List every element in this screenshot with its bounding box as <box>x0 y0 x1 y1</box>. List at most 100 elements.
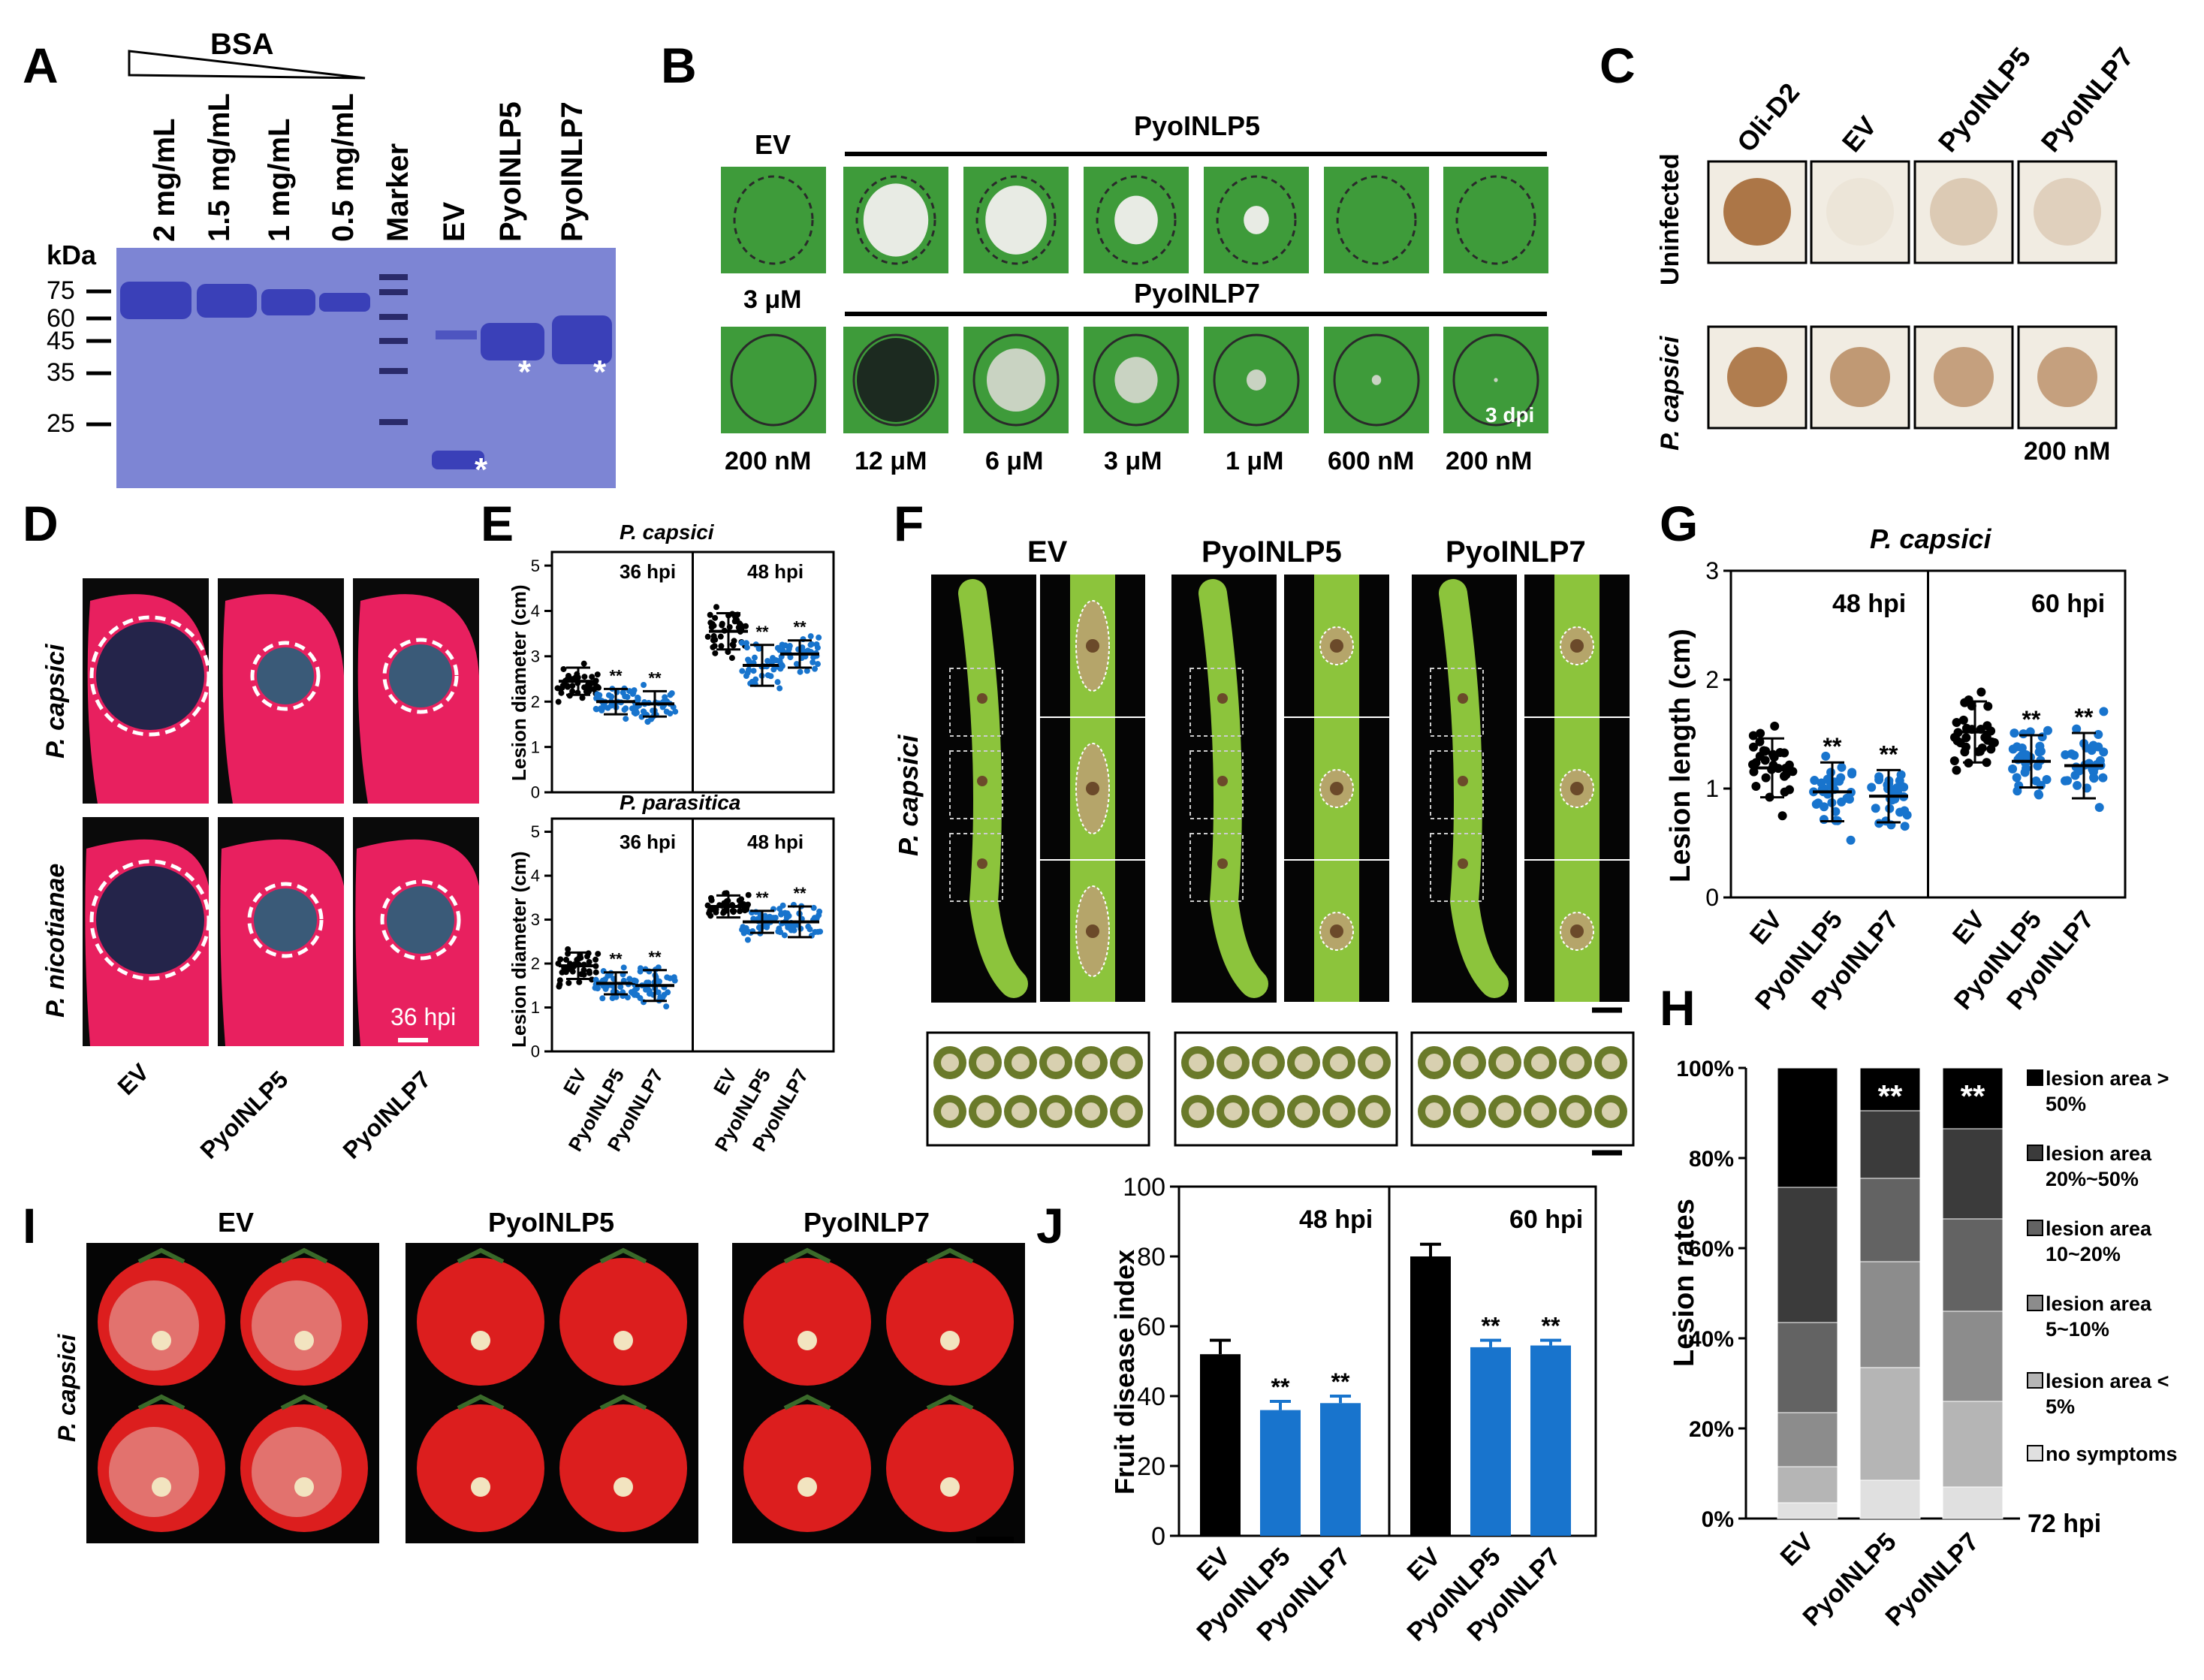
lesion-outline <box>247 882 324 958</box>
data-point <box>767 673 774 680</box>
data-point <box>2094 803 2104 813</box>
seed-cavity <box>976 1054 994 1072</box>
y-tick-label: 4 <box>531 867 540 885</box>
necrotic-area <box>1244 206 1269 234</box>
infiltration-outline <box>733 175 814 265</box>
inoculation-plug <box>614 1477 633 1497</box>
data-point <box>556 983 562 990</box>
data-point <box>605 692 612 698</box>
data-point <box>807 633 814 640</box>
inoculation-site <box>1330 782 1343 795</box>
y-tick-label: 60 <box>1137 1313 1165 1341</box>
legend-swatch <box>2027 1069 2043 1086</box>
zoom-box <box>1189 833 1244 902</box>
infiltration-outline <box>975 175 1057 265</box>
inoculation-plug <box>471 1331 490 1350</box>
data-point <box>1867 783 1877 792</box>
seed-cavity <box>1425 1054 1443 1072</box>
x-tick-label: EV <box>1744 905 1788 949</box>
inoculation-site <box>1086 782 1099 795</box>
data-point <box>1900 822 1910 831</box>
data-point <box>815 928 822 935</box>
data-point <box>592 956 599 963</box>
significance-mark: ** <box>1880 740 1898 768</box>
e-top-title: P. capsici <box>620 520 715 544</box>
data-point <box>594 671 601 678</box>
y-tick-label: 100% <box>1676 1057 1734 1081</box>
zoom-box <box>949 833 1003 902</box>
col-label: PyoINLP5 <box>194 1066 293 1164</box>
col-label: PyoINLP7 <box>804 1207 930 1238</box>
inoculation-site <box>1570 924 1584 938</box>
data-point <box>580 971 587 978</box>
time-label: 60 hpi <box>1509 1205 1583 1234</box>
seed-cavity <box>1566 1054 1584 1072</box>
data-point <box>704 633 711 640</box>
data-point <box>779 647 786 653</box>
inoculation-site <box>977 858 987 869</box>
star-mark: * <box>593 354 607 391</box>
stain-spot <box>1826 178 1894 246</box>
seed-cavity <box>1117 1102 1135 1121</box>
stacked-bar-segment <box>1859 1261 1921 1368</box>
data-point <box>2012 773 2022 783</box>
lesion <box>389 644 452 707</box>
lesion <box>387 886 454 954</box>
data-point <box>2098 773 2108 783</box>
data-point <box>564 683 571 689</box>
y-tick-label: 60% <box>1689 1237 1734 1262</box>
infiltration-outline <box>730 333 817 427</box>
bsa-label: BSA <box>210 28 273 61</box>
data-point <box>1949 756 1959 766</box>
stain-spot <box>2034 178 2101 246</box>
data-point <box>2075 766 2085 776</box>
data-point <box>602 985 609 992</box>
data-point <box>586 968 592 975</box>
panel-label-d: D <box>23 496 59 551</box>
time-label: 48 hpi <box>1832 590 1906 618</box>
data-point <box>2010 728 2019 738</box>
data-point <box>2014 781 2024 791</box>
seed-cavity <box>1259 1054 1277 1072</box>
row-label-pcapsici: P. capsici <box>893 734 924 856</box>
inoculation-site <box>977 776 987 786</box>
y-tick-label: 40% <box>1689 1327 1734 1352</box>
significance-mark: ** <box>648 668 662 687</box>
data-point <box>710 644 716 650</box>
data-point <box>743 644 750 651</box>
data-point <box>717 633 724 640</box>
data-point <box>712 650 719 656</box>
necrotic-area <box>1494 378 1498 382</box>
time-label: 48 hpi <box>1299 1205 1373 1234</box>
col-label: PyoINLP7 <box>2035 41 2139 158</box>
data-point <box>2094 729 2103 739</box>
marker-25: 25 <box>47 409 75 438</box>
seed-cavity <box>1365 1102 1383 1121</box>
data-point <box>741 907 748 914</box>
time-label: 48 hpi <box>747 560 804 583</box>
inoculation-site <box>1086 924 1099 938</box>
necrotic-area <box>863 183 929 257</box>
panel-c: Oli-D2 EV PyoINLP5 PyoINLP7 Uninfected P… <box>1656 41 2139 466</box>
data-point <box>776 685 783 692</box>
panel-label-h: H <box>1660 980 1696 1036</box>
data-point <box>731 907 737 914</box>
conc-label: 200 nM <box>725 447 811 475</box>
row2-title: PyoINLP7 <box>1134 278 1260 309</box>
stacked-bar-segment <box>1777 1322 1838 1413</box>
panel-label-a: A <box>23 38 59 93</box>
y-tick-label: 100 <box>1123 1173 1165 1202</box>
data-point <box>569 968 576 975</box>
y-tick-label: 2 <box>531 692 540 711</box>
significance-mark: ** <box>1482 1313 1500 1340</box>
stacked-bar-segment <box>1859 1110 1921 1179</box>
zoom-box <box>1189 750 1244 819</box>
y-tick-label: 5 <box>531 822 540 841</box>
panel-label-c: C <box>1599 38 1636 93</box>
calyx <box>280 1247 328 1264</box>
data-point <box>655 989 662 996</box>
data-point <box>730 642 737 649</box>
data-point <box>728 655 735 662</box>
data-point <box>813 641 820 648</box>
seed-cavity <box>941 1102 959 1121</box>
